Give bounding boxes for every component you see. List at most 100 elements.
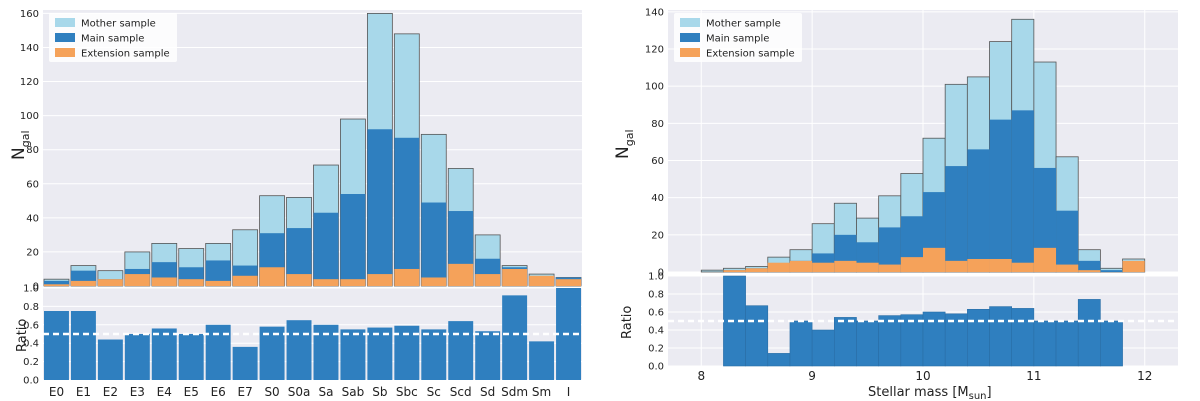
morph-category-label: Sm [532, 385, 551, 399]
mother-sample-legend-label: Mother sample [706, 19, 781, 30]
ratio-bar [44, 311, 69, 380]
ratio-bar [1011, 308, 1035, 367]
morph-category-label: Sc [427, 385, 441, 399]
ratio-bar [1033, 320, 1057, 367]
morph-category-label: Sbc [396, 385, 418, 399]
ratio-bar [178, 334, 204, 380]
mass-hist-ytick-label: 40 [651, 193, 664, 204]
main-sample-bar [1033, 167, 1057, 272]
extension-sample-legend-label: Extension sample [81, 49, 170, 60]
mass-xtick-label: 10 [915, 369, 930, 383]
extension-sample-bar [394, 268, 420, 286]
extension-sample-legend-label: Extension sample [706, 49, 795, 60]
extension-sample-legend-swatch [680, 48, 700, 57]
extension-sample-bar [878, 264, 901, 272]
extension-sample-bar [1033, 247, 1057, 272]
extension-sample-bar [529, 275, 555, 286]
extension-sample-bar [124, 274, 150, 286]
main-sample-bar [1078, 260, 1101, 272]
mass-hist-ytick-label: 80 [651, 119, 664, 130]
mass-hist-ytick-label: 140 [645, 7, 664, 18]
mother-sample-legend-label: Mother sample [81, 19, 156, 30]
extension-sample-bar [340, 279, 366, 286]
morph-category-label: Scd [450, 385, 472, 399]
extension-sample-bar [1011, 262, 1034, 272]
extension-sample-bar [97, 279, 123, 286]
mass-xlabel: Stellar mass [Msun] [868, 385, 992, 401]
ratio-bar [967, 308, 990, 367]
mass-ratio-ytick-label: 0.6 [648, 308, 664, 319]
stellar-mass-ratio-panel: 0.0 0.2 0.4 0.6 0.8 1.0 8 9 10 11 12 Ratio Stellar m… [620, 272, 1178, 401]
mass-ratio-ytick-label: 1.0 [648, 272, 664, 283]
morph-category-label: E0 [49, 385, 64, 399]
morph-ratio-ytick-label: 1.0 [23, 284, 39, 295]
morph-hist-ytick-label: 80 [26, 145, 39, 156]
ratio-bar [989, 306, 1012, 367]
ratio-bar [745, 305, 769, 367]
morph-hist-ylabel: Ngal [9, 131, 32, 161]
mother-sample-legend-swatch [680, 18, 700, 27]
ratio-bar [340, 329, 366, 380]
main-sample-legend-swatch [680, 33, 700, 42]
morph-ratio-ylabel: Ratio [15, 319, 30, 352]
morph-category-label: E7 [238, 385, 253, 399]
mass-ratio-ytick-label: 0.8 [648, 290, 664, 301]
main-sample-bar [421, 202, 447, 286]
extension-sample-bar [989, 258, 1012, 272]
mass-hist-ytick-label: 60 [651, 156, 664, 167]
morph-category-label: E2 [103, 385, 118, 399]
mass-hist-legend: Mother sample Main sample Extension sample [674, 13, 802, 62]
main-sample-bar [340, 194, 366, 286]
main-sample-bar [945, 166, 968, 272]
extension-sample-bar [945, 260, 968, 272]
ratio-bar [529, 341, 555, 380]
morph-ratio-ytick-label: 0.2 [23, 357, 39, 368]
ratio-bar [448, 321, 474, 380]
mass-ratio-ytick-label: 0.4 [648, 326, 664, 337]
extension-sample-legend-swatch [55, 48, 75, 57]
extension-sample-bar [812, 262, 835, 272]
ratio-bar [1055, 320, 1079, 367]
ratio-bar [97, 339, 123, 380]
mass-xtick-label: 12 [1137, 369, 1152, 383]
extension-sample-bar [232, 275, 258, 286]
morph-category-label: Sab [342, 385, 365, 399]
extension-sample-bar [767, 262, 790, 272]
extension-sample-bar [789, 260, 813, 272]
morph-hist-ytick-label: 60 [26, 179, 39, 190]
ratio-bar [124, 334, 150, 380]
morph-category-label: E5 [184, 385, 199, 399]
main-sample-bar [878, 227, 901, 272]
main-sample-bar [44, 280, 69, 286]
extension-sample-bar [44, 284, 69, 286]
ratio-bar [475, 331, 501, 380]
ratio-bar [834, 317, 857, 367]
stellar-mass-histogram-panel: 0 20 40 60 80 100 120 140 Ngal Mother sample Main … [613, 7, 1178, 279]
morph-category-label: E4 [157, 385, 172, 399]
mass-hist-ylabel: Ngal [613, 130, 636, 160]
extension-sample-bar [367, 274, 393, 286]
extension-sample-bar [1122, 260, 1145, 272]
morph-hist-legend: Mother sample Main sample Extension sample [49, 13, 177, 62]
mother-sample-bar [700, 269, 724, 273]
morph-category-label: E6 [211, 385, 226, 399]
ratio-bar [502, 295, 528, 380]
main-sample-legend-label: Main sample [706, 34, 769, 45]
main-sample-bar [313, 212, 339, 286]
legend-box [49, 13, 177, 62]
morph-category-label: Sdm [501, 385, 528, 399]
mass-hist-ytick-label: 0 [658, 268, 664, 279]
main-sample-bar [989, 119, 1012, 273]
extension-sample-bar [178, 279, 204, 286]
ratio-bar [421, 329, 447, 380]
ratio-bar [151, 328, 177, 380]
main-sample-bar [1056, 210, 1079, 272]
main-sample-bar [1011, 110, 1034, 272]
mass-xtick-label: 11 [1026, 369, 1041, 383]
ratio-bar [259, 326, 285, 380]
mass-hist-ytick-label: 120 [645, 45, 664, 56]
main-sample-bar [367, 129, 393, 286]
extension-sample-bar [834, 260, 857, 272]
extension-sample-bar [448, 263, 474, 286]
extension-sample-bar [923, 247, 946, 272]
